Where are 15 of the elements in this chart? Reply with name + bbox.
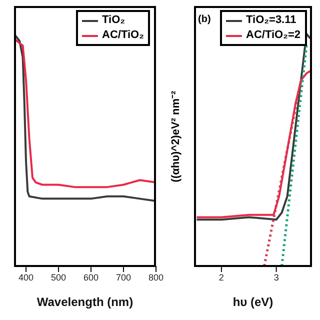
- legend-label: AC/TiO₂: [102, 28, 144, 43]
- y-axis-title: ((αhυ)^2)eV² nm⁻²: [170, 90, 183, 182]
- legend-label: TiO₂=3.11: [246, 13, 296, 28]
- x-tick-label: 700: [116, 272, 132, 282]
- x-tick-label: 3: [274, 272, 279, 282]
- x-tick-label: 2: [218, 272, 224, 282]
- legend-label: TiO₂: [102, 13, 126, 28]
- x-tick-label: 400: [18, 272, 34, 282]
- x-tick-label: 800: [148, 272, 164, 282]
- x-tick-label: 600: [83, 272, 99, 282]
- x-tick-label: 500: [51, 272, 66, 282]
- text: (b): [198, 14, 211, 25]
- legend-label: AC/TiO₂=2: [246, 28, 301, 43]
- x-axis-title: hυ (eV): [232, 295, 274, 309]
- x-axis-title: Wavelength (nm): [36, 295, 134, 309]
